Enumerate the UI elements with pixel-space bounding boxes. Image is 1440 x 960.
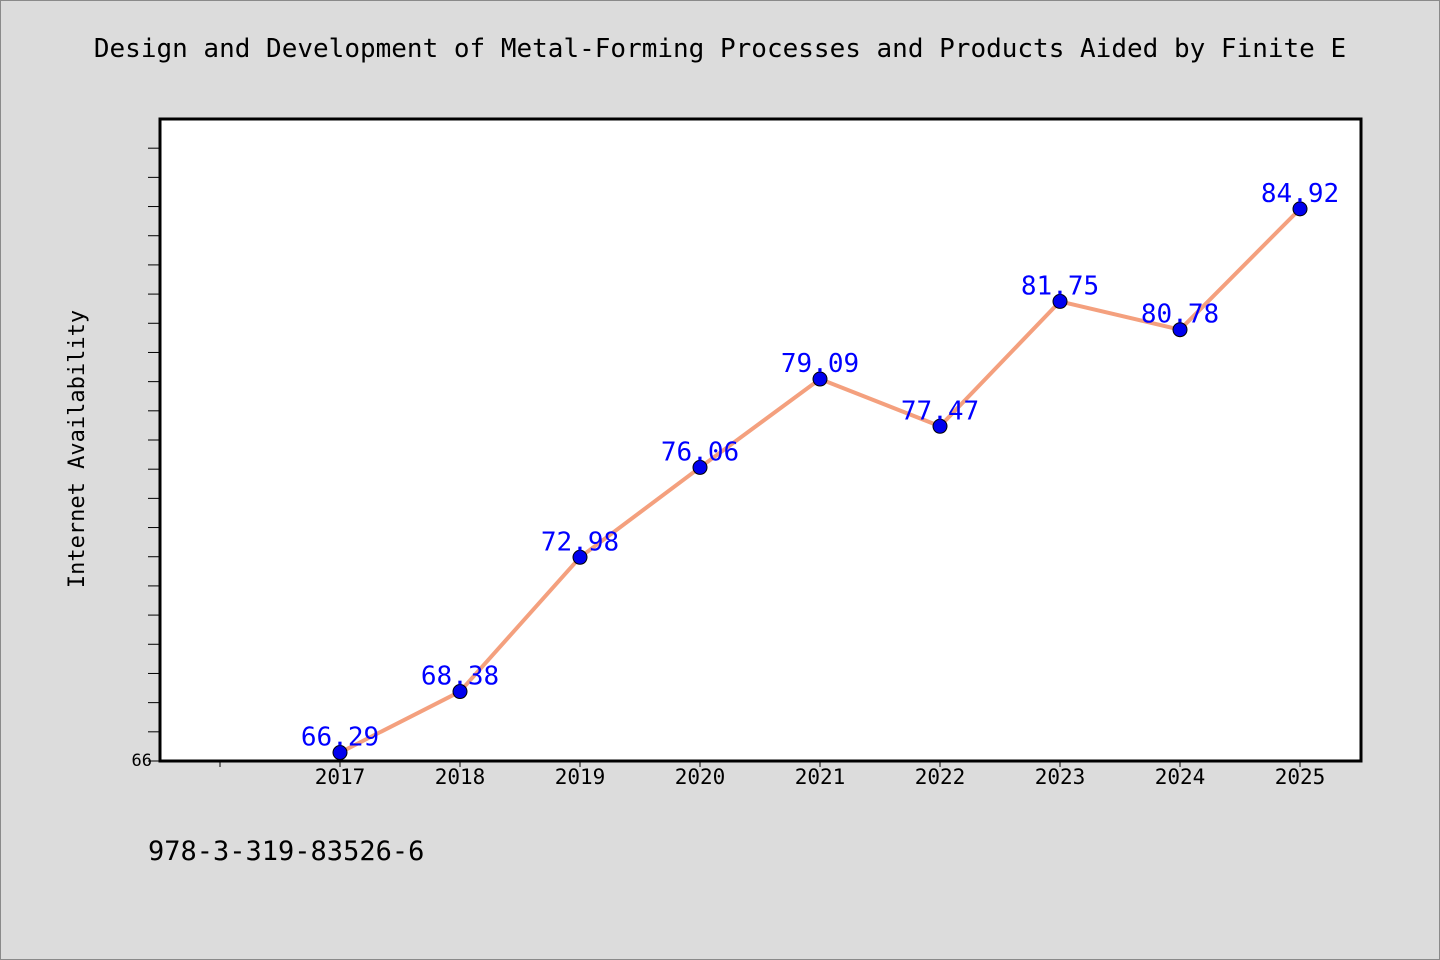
data-label: 66.29 (301, 723, 379, 753)
x-tick-label: 2023 (1035, 765, 1086, 789)
data-point (1292, 201, 1308, 217)
chart-title: Design and Development of Metal-Forming … (93, 34, 1347, 64)
data-label: 84.92 (1261, 179, 1339, 209)
x-tick-label: 2021 (795, 765, 846, 789)
data-label: 80.78 (1141, 300, 1219, 330)
data-point (332, 745, 348, 761)
data-label: 72.98 (541, 527, 619, 557)
y-axis-label: Internet Availability (65, 310, 90, 588)
x-tick-label: 2017 (315, 765, 366, 789)
data-markers (332, 201, 1308, 761)
data-point (812, 371, 828, 387)
data-point (452, 684, 468, 700)
data-label: 79.09 (781, 349, 859, 379)
x-axis-ticks: 2017 2018 2019 2020 2021 2022 2023 2024 2025 (219, 761, 1326, 789)
x-tick-label: 2024 (1155, 765, 1206, 789)
x-tick-label: 2019 (555, 765, 606, 789)
x-tick-label: 2018 (435, 765, 486, 789)
x-tick-label: 2020 (675, 765, 726, 789)
x-tick-label: 2022 (915, 765, 966, 789)
data-label: 81.75 (1021, 271, 1099, 301)
data-point (692, 459, 708, 475)
data-label: 76.06 (661, 437, 739, 467)
footer-identifier: 978-3-319-83526-6 (148, 836, 425, 867)
data-point (1052, 293, 1068, 309)
data-labels: 66.29 68.38 72.98 76.06 79.09 77.47 81.75 80.78… (301, 179, 1339, 753)
data-point (572, 549, 588, 565)
data-label: 77.47 (901, 396, 979, 426)
data-point (932, 418, 948, 434)
plot-area (158, 117, 1363, 763)
data-label: 68.38 (421, 662, 499, 692)
x-tick-label: 2025 (1275, 765, 1326, 789)
data-point (1172, 322, 1188, 338)
y-tick-label: 66 (132, 751, 152, 771)
y-axis-ticks (148, 147, 160, 762)
